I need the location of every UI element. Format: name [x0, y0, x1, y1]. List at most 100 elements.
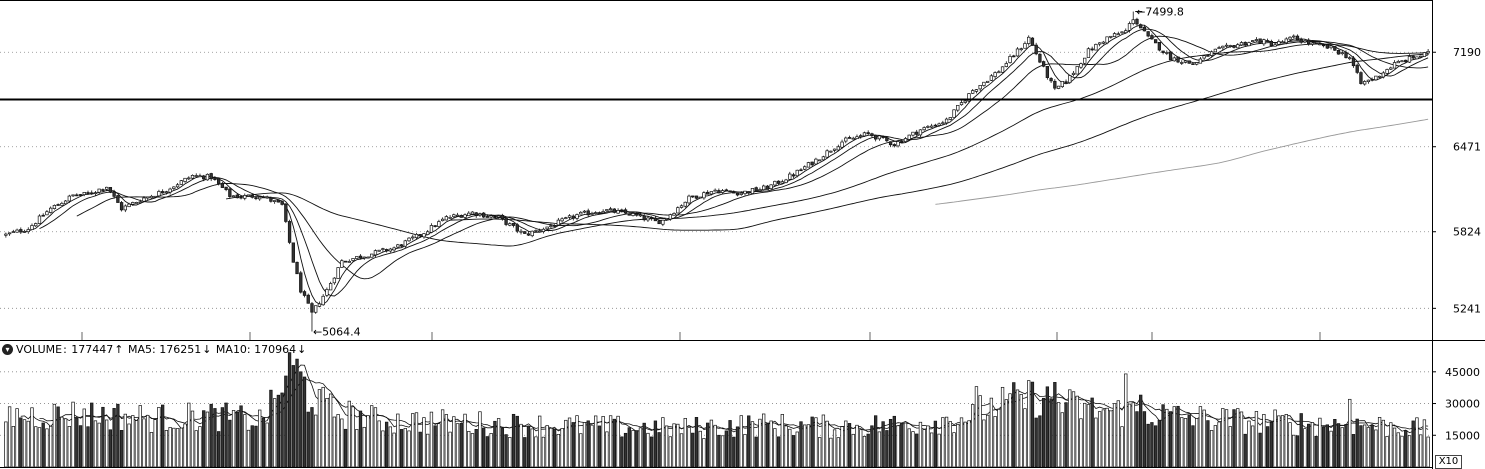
- volume-bar: [220, 407, 225, 468]
- ma-line-120: [450, 53, 1429, 231]
- candle-body: [1195, 62, 1199, 65]
- candle-body: [1213, 48, 1218, 53]
- volume-bar: [623, 432, 628, 468]
- candle-body: [549, 225, 553, 228]
- candle-body: [1239, 42, 1244, 46]
- volume-bar: [1075, 395, 1079, 468]
- ma-line-5: [20, 24, 1429, 305]
- candle-body: [26, 229, 30, 233]
- volume-bar: [224, 402, 228, 468]
- candle-body: [866, 132, 870, 134]
- candle-body: [903, 138, 908, 142]
- volume-bar: [41, 422, 45, 468]
- volume-bar: [937, 433, 941, 468]
- volume-bar: [1419, 434, 1423, 468]
- volume-header: ▾ VOLUME: 177447 ↑ MA5: 176251 ↓ MA10: 1…: [2, 342, 307, 357]
- candle-body: [515, 224, 519, 232]
- candle-body: [635, 213, 639, 216]
- volume-ma10-label: MA10: 170964: [215, 343, 297, 356]
- candle-body: [1377, 75, 1382, 78]
- candle-body: [422, 233, 426, 238]
- volume-bar: [500, 428, 505, 468]
- candle-body: [146, 196, 150, 199]
- volume-bar: [702, 438, 706, 468]
- candle-body: [851, 137, 855, 140]
- volume-bar: [1411, 420, 1415, 468]
- volume-bar: [1269, 421, 1274, 468]
- candle-body: [1153, 39, 1158, 44]
- volume-bar: [851, 433, 855, 468]
- candle-body: [638, 214, 643, 217]
- volume-bar: [1045, 386, 1050, 468]
- candlesticks: [4, 11, 1430, 332]
- candle-body: [362, 256, 366, 259]
- volume-bar: [657, 432, 661, 468]
- candle-body: [1131, 19, 1135, 25]
- price-axis-label: 6471: [1453, 141, 1481, 154]
- candle-body: [261, 196, 266, 199]
- volume-bar: [1049, 398, 1053, 468]
- volume-bar: [1314, 435, 1318, 468]
- volume-bar: [769, 420, 773, 468]
- collapse-icon[interactable]: ▾: [2, 344, 13, 355]
- candle-body: [1396, 61, 1400, 64]
- candle-body: [272, 200, 277, 202]
- volume-bar: [444, 414, 449, 468]
- volume-axis-label: 15000: [1445, 429, 1480, 442]
- volume-bar: [605, 431, 609, 468]
- volume-bar: [668, 436, 672, 468]
- candle-body: [149, 195, 154, 199]
- candle-body: [30, 225, 34, 230]
- candle-body: [1232, 45, 1236, 48]
- volume-bar: [732, 436, 736, 468]
- candle-body: [463, 214, 467, 218]
- volume-ma5-down-arrow-icon: ↓: [202, 343, 212, 356]
- candle-body: [1265, 40, 1270, 42]
- candle-body: [1019, 48, 1023, 51]
- volume-bar: [1329, 430, 1333, 468]
- candle-body: [358, 255, 363, 259]
- candle-body: [194, 175, 198, 177]
- volume-bar: [250, 425, 254, 468]
- candle-body: [1097, 42, 1102, 45]
- volume-bar: [362, 426, 366, 468]
- candle-body: [1303, 40, 1307, 43]
- candle-body: [1172, 57, 1176, 62]
- volume-bar: [489, 433, 493, 468]
- candle-body: [631, 213, 635, 216]
- volume-bar: [836, 437, 840, 468]
- candle-body: [706, 191, 710, 195]
- candle-body: [608, 208, 613, 211]
- candle-body: [971, 90, 975, 94]
- candle-body: [836, 146, 840, 151]
- candle-body: [1105, 36, 1109, 44]
- candle-body: [396, 244, 400, 248]
- volume-bar: [676, 423, 680, 468]
- candle-body: [1146, 31, 1150, 37]
- candle-body: [743, 190, 747, 195]
- volume-bar: [1239, 411, 1244, 468]
- candle-body: [1277, 41, 1281, 45]
- volume-bar: [806, 424, 811, 468]
- volume-bar: [205, 411, 210, 468]
- candle-body: [541, 228, 546, 232]
- candle-body: [1254, 39, 1259, 41]
- volume-bar: [691, 432, 695, 468]
- volume-bar: [900, 422, 904, 468]
- candle-body: [526, 233, 531, 236]
- candle-body: [231, 195, 236, 198]
- candle-body: [1228, 45, 1232, 47]
- volume-bar: [131, 415, 135, 468]
- volume-bar: [1217, 421, 1221, 468]
- candle-body: [1422, 52, 1427, 57]
- candle-body: [496, 215, 501, 218]
- candle-body: [579, 211, 583, 215]
- volume-bar: [429, 411, 434, 468]
- volume-bar: [952, 432, 956, 468]
- candle-body: [209, 173, 213, 180]
- low-annotation: ←5064.4: [313, 326, 361, 339]
- candle-body: [605, 209, 609, 212]
- volume-bar: [134, 420, 139, 468]
- volume-bar: [840, 426, 844, 468]
